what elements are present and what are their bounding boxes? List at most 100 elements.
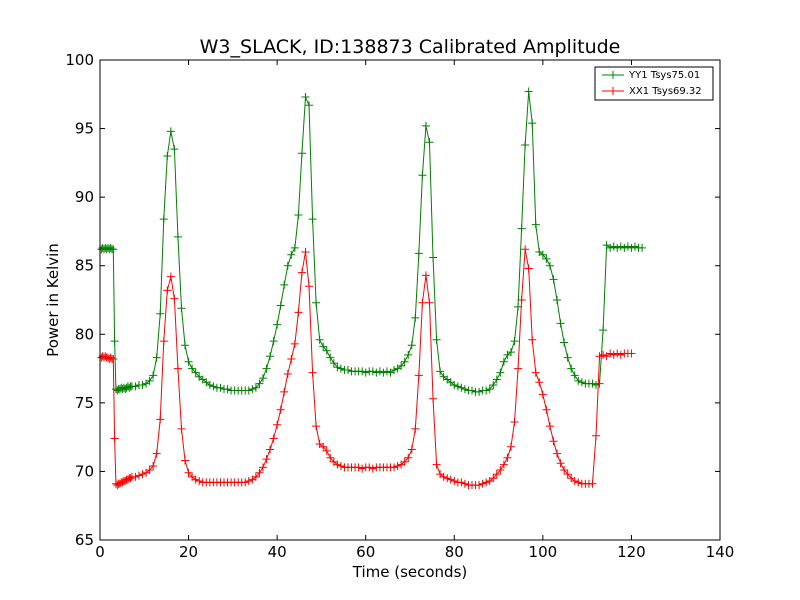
series-0-point-84 [344, 365, 352, 374]
series-0-point-114 [450, 381, 459, 390]
series-0-point-150 [577, 378, 586, 387]
series-1-point-130 [506, 442, 515, 451]
series-1-point-68 [287, 354, 296, 363]
series-1-point-60 [258, 463, 267, 472]
y-tick-label-3: 80 [75, 325, 94, 343]
series-0-point-115 [453, 382, 462, 391]
series-1-point-160 [613, 349, 622, 358]
series-1-point-154 [592, 431, 600, 440]
series-1-point-133 [517, 296, 526, 304]
series-1-point-98 [393, 461, 402, 470]
series-1-point-42 [195, 477, 204, 486]
y-tick-label-2: 75 [75, 394, 94, 412]
series-0-point-102 [407, 341, 416, 350]
series-0-point-69 [290, 243, 299, 252]
series-1-point-35 [170, 294, 179, 303]
series-1-point-126 [492, 470, 501, 479]
series-0-point-135 [524, 87, 533, 96]
series-0-point-133 [517, 224, 526, 233]
series-1-point-131 [510, 418, 519, 427]
series-1-point-67 [283, 370, 292, 379]
series-1-point-146 [563, 470, 572, 479]
series-1-point-104 [414, 371, 423, 380]
plot-frame [99, 59, 721, 541]
series-1-point-29 [149, 461, 158, 470]
series-0-point-64 [273, 320, 282, 329]
series-0-point-76 [315, 335, 324, 344]
series-1-point-125 [489, 474, 498, 483]
series-1-point-141 [545, 422, 554, 431]
series-0-point-73 [305, 101, 314, 110]
series-0-point-48 [216, 383, 225, 392]
series-1-point-122 [478, 479, 487, 488]
series-1-point-123 [482, 478, 491, 487]
series-1-point-128 [499, 460, 508, 469]
series-1-point-81 [333, 460, 342, 469]
series-1-point-70 [294, 308, 303, 317]
series-0-point-131 [510, 337, 519, 346]
series-0-point-10 [110, 337, 119, 346]
series-1-point-136 [528, 335, 537, 344]
series-1-point-22 [126, 474, 135, 483]
series-1-point-132 [514, 364, 523, 373]
series-0-point-163 [623, 242, 632, 251]
series-0-point-82 [336, 364, 345, 373]
series-0-point-136 [528, 119, 537, 128]
series-1-point-9 [109, 354, 118, 363]
series-0-point-125 [489, 381, 498, 390]
series-0-point-132 [514, 302, 523, 311]
plot-area [97, 87, 647, 490]
series-0-point-35 [170, 145, 179, 154]
series-1-point-25 [134, 471, 143, 480]
series-0-point-140 [542, 254, 551, 263]
series-0-point-74 [308, 215, 317, 224]
series-0-point-128 [499, 357, 508, 366]
series-1-point-74 [308, 368, 317, 377]
series-1-point-114 [450, 477, 459, 486]
series-0-point-72 [301, 93, 310, 102]
series-0-point-121 [475, 387, 484, 396]
series-0-point-29 [149, 371, 158, 380]
series-0-point-56 [244, 386, 253, 395]
series-1-point-103 [411, 424, 420, 433]
series-0-point-77 [319, 342, 328, 351]
series-1-point-97 [390, 463, 399, 472]
series-0-point-146 [563, 353, 572, 362]
series-0-point-34 [166, 127, 175, 136]
series-0-point-165 [630, 242, 639, 251]
series-1-point-100 [400, 457, 409, 466]
series-1-point-37 [177, 424, 186, 433]
series-1-point-78 [322, 446, 331, 455]
series-1-point-138 [535, 378, 544, 387]
y-tick-label-4: 85 [75, 257, 94, 275]
series-1-point-159 [609, 350, 618, 359]
series-0-point-101 [404, 350, 413, 359]
series-0-point-71 [297, 149, 306, 158]
series-0-point-70 [294, 210, 303, 219]
series-0-point-148 [570, 371, 579, 380]
series-1-point-28 [145, 466, 154, 475]
series-1-point-72 [301, 248, 310, 256]
series-0-point-36 [173, 232, 182, 241]
series-1-point-105 [418, 298, 427, 307]
series-1-point-41 [191, 475, 200, 484]
series-1-point-55 [241, 478, 250, 487]
series-0-point-161 [616, 242, 625, 251]
series-1-point-59 [255, 468, 264, 477]
series-1-point-64 [273, 420, 282, 429]
series-0-point-108 [429, 253, 438, 262]
series-0-point-88 [358, 367, 367, 376]
series-1-point-155 [595, 352, 604, 361]
series-0-point-28 [145, 376, 154, 385]
series-1-point-102 [407, 445, 416, 454]
series-0-point-119 [468, 386, 476, 395]
series-0-point-94 [379, 368, 388, 377]
series-1-point-63 [269, 434, 278, 443]
series-1-point-137 [531, 368, 540, 377]
series-0-point-91 [368, 367, 377, 376]
series-1-point-75 [312, 422, 321, 431]
series-1-point-140 [542, 405, 551, 414]
series-1-point-108 [429, 394, 438, 403]
series-1-point-156 [599, 350, 608, 359]
legend-box [594, 66, 714, 101]
